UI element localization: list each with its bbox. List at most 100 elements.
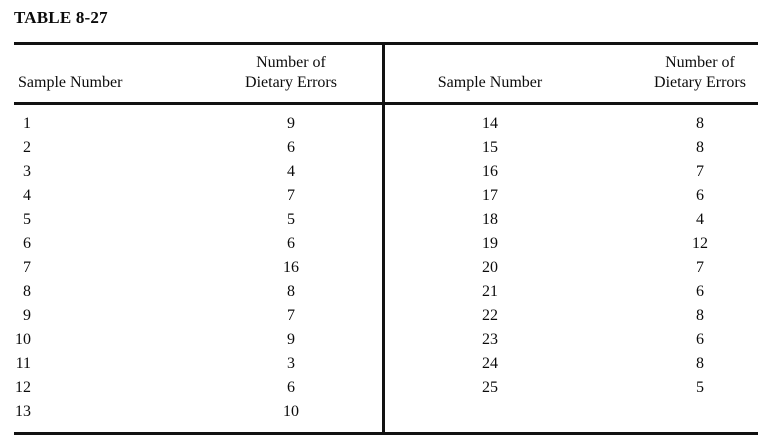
- sample-number-cell: 6: [14, 232, 200, 256]
- sample-number-value: 18: [482, 211, 498, 228]
- table-row: 23 6: [385, 328, 758, 352]
- table-row: 16 7: [385, 160, 758, 184]
- sample-number-value: 25: [482, 379, 498, 396]
- dietary-errors-value: 7: [696, 259, 704, 276]
- sample-number-cell: 3: [14, 160, 200, 184]
- header-dietary-errors-line1: Number of: [665, 54, 735, 71]
- dietary-errors-value: 6: [287, 139, 295, 156]
- table-row: 7 16: [14, 256, 382, 280]
- table-row: 14 8: [385, 112, 758, 136]
- table-row: 20 7: [385, 256, 758, 280]
- dietary-errors-value: 4: [696, 211, 704, 228]
- sample-number-cell: 5: [14, 208, 200, 232]
- dietary-errors-value: 10: [283, 403, 299, 420]
- sample-number-value: 23: [482, 331, 498, 348]
- dietary-errors-value: 12: [692, 235, 708, 252]
- table-row: 22 8: [385, 304, 758, 328]
- table-row: 21 6: [385, 280, 758, 304]
- sample-number-value: 6: [23, 235, 31, 252]
- sample-number-value: 7: [23, 259, 31, 276]
- dietary-errors-value: 8: [696, 115, 704, 132]
- header-dietary-errors-line2: Dietary Errors: [654, 74, 746, 91]
- sample-number-value: 19: [482, 235, 498, 252]
- dietary-errors-value: 8: [696, 355, 704, 372]
- sample-number-cell: 2: [14, 136, 200, 160]
- sample-number-cell: 7: [14, 256, 200, 280]
- sample-number-cell: 4: [14, 184, 200, 208]
- dietary-errors-value: 8: [696, 139, 704, 156]
- table-left-half: Sample Number Number of Dietary Errors 1…: [14, 45, 382, 432]
- sample-number-value: 1: [23, 115, 31, 132]
- sample-number-value: 9: [23, 307, 31, 324]
- table-header-row: Sample Number Number of Dietary Errors: [14, 45, 382, 105]
- header-sample-number: Sample Number: [437, 74, 543, 91]
- table-row: 19 12: [385, 232, 758, 256]
- sample-number-value: 2: [23, 139, 31, 156]
- dietary-errors-value: 8: [287, 283, 295, 300]
- table-row: 11 3: [14, 352, 382, 376]
- dietary-errors-value: 5: [696, 379, 704, 396]
- data-table: Sample Number Number of Dietary Errors 1…: [14, 42, 758, 435]
- table-row: 25 5: [385, 376, 758, 400]
- dietary-errors-value: 16: [283, 259, 299, 276]
- dietary-errors-value: 6: [696, 283, 704, 300]
- dietary-errors-value: 5: [287, 211, 295, 228]
- sample-number-cell: 1: [14, 112, 200, 136]
- dietary-errors-value: 3: [287, 355, 295, 372]
- table-title: TABLE 8-27: [14, 8, 108, 27]
- sample-number-value: 22: [482, 307, 498, 324]
- table-body-right: 14 8 15 8 16 7 17 6 18 4 19 12 20 7 21 6 22 8 23 6…: [385, 105, 758, 400]
- dietary-errors-value: 6: [696, 187, 704, 204]
- table-row: 24 8: [385, 352, 758, 376]
- table-row: 17 6: [385, 184, 758, 208]
- sample-number-value: 16: [482, 163, 498, 180]
- dietary-errors-value: 9: [287, 115, 295, 132]
- sample-number-value: 4: [23, 187, 31, 204]
- dietary-errors-value: 6: [287, 379, 295, 396]
- dietary-errors-value: 6: [696, 331, 704, 348]
- header-sample-number: Sample Number: [18, 74, 123, 91]
- sample-number-value: 24: [482, 355, 498, 372]
- sample-number-cell: 12: [14, 376, 200, 400]
- sample-number-cell: 8: [14, 280, 200, 304]
- header-dietary-errors-line2: Dietary Errors: [245, 74, 337, 91]
- dietary-errors-value: 7: [287, 187, 295, 204]
- sample-number-value: 11: [15, 355, 31, 372]
- dietary-errors-value: 9: [287, 331, 295, 348]
- table-row: 13 10: [14, 400, 382, 424]
- sample-number-cell: 10: [14, 328, 200, 352]
- header-dietary-errors: Number of Dietary Errors: [200, 53, 382, 93]
- sample-number-value: 14: [482, 115, 498, 132]
- dietary-errors-value: 7: [696, 163, 704, 180]
- dietary-errors-value: 8: [696, 307, 704, 324]
- table-row: 15 8: [385, 136, 758, 160]
- table-header-row: Sample Number Number of Dietary Errors: [385, 45, 758, 105]
- dietary-errors-value: 4: [287, 163, 295, 180]
- header-dietary-errors: Number of Dietary Errors: [595, 53, 758, 93]
- sample-number-value: 20: [482, 259, 498, 276]
- table-row: 18 4: [385, 208, 758, 232]
- sample-number-value: 8: [23, 283, 31, 300]
- dietary-errors-value: 7: [287, 307, 295, 324]
- sample-number-value: 17: [482, 187, 498, 204]
- table-row: 10 9: [14, 328, 382, 352]
- sample-number-value: 15: [482, 139, 498, 156]
- sample-number-cell: 11: [14, 352, 200, 376]
- sample-number-cell: 13: [14, 400, 200, 424]
- sample-number-value: 13: [15, 403, 31, 420]
- table-row: 12 6: [14, 376, 382, 400]
- header-dietary-errors-line1: Number of: [256, 54, 326, 71]
- table-right-half: Sample Number Number of Dietary Errors 1…: [382, 45, 758, 432]
- dietary-errors-value: 6: [287, 235, 295, 252]
- sample-number-value: 12: [15, 379, 31, 396]
- sample-number-value: 5: [23, 211, 31, 228]
